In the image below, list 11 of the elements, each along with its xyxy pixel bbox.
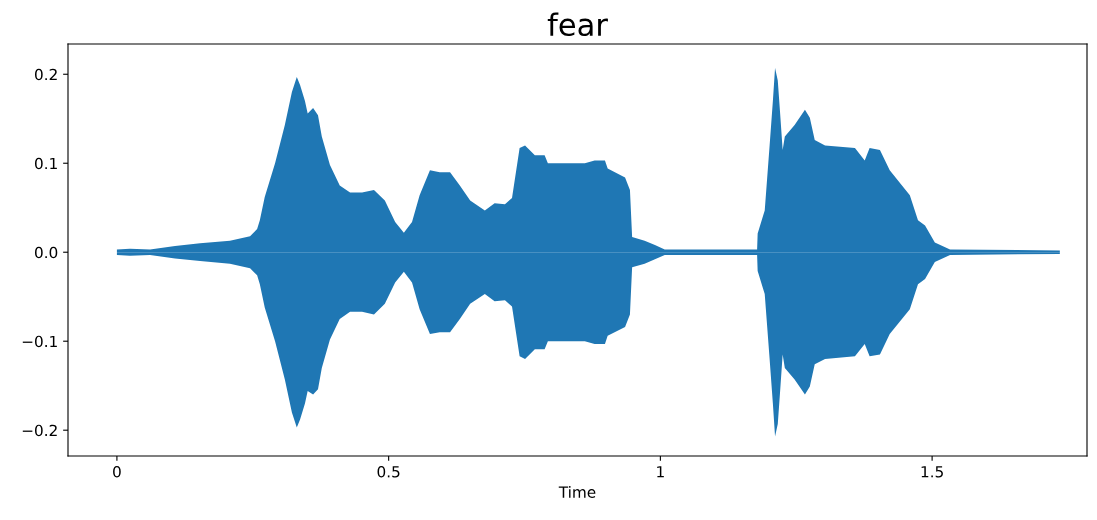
y-tick-label: 0.0 — [34, 246, 58, 259]
x-axis-title: Time — [558, 486, 596, 498]
y-tick-label: 0.2 — [34, 68, 57, 81]
x-tick-label: 0 — [113, 465, 121, 478]
x-tick-label: 0.5 — [377, 465, 400, 478]
y-tick-label: −0.1 — [22, 335, 57, 348]
chart-title: fear — [547, 12, 608, 37]
x-tick-label: 1 — [657, 466, 664, 478]
y-tick-label: 0.1 — [34, 157, 57, 170]
x-tick-label: 1.5 — [921, 466, 943, 478]
y-tick-label: −0.2 — [22, 424, 57, 437]
